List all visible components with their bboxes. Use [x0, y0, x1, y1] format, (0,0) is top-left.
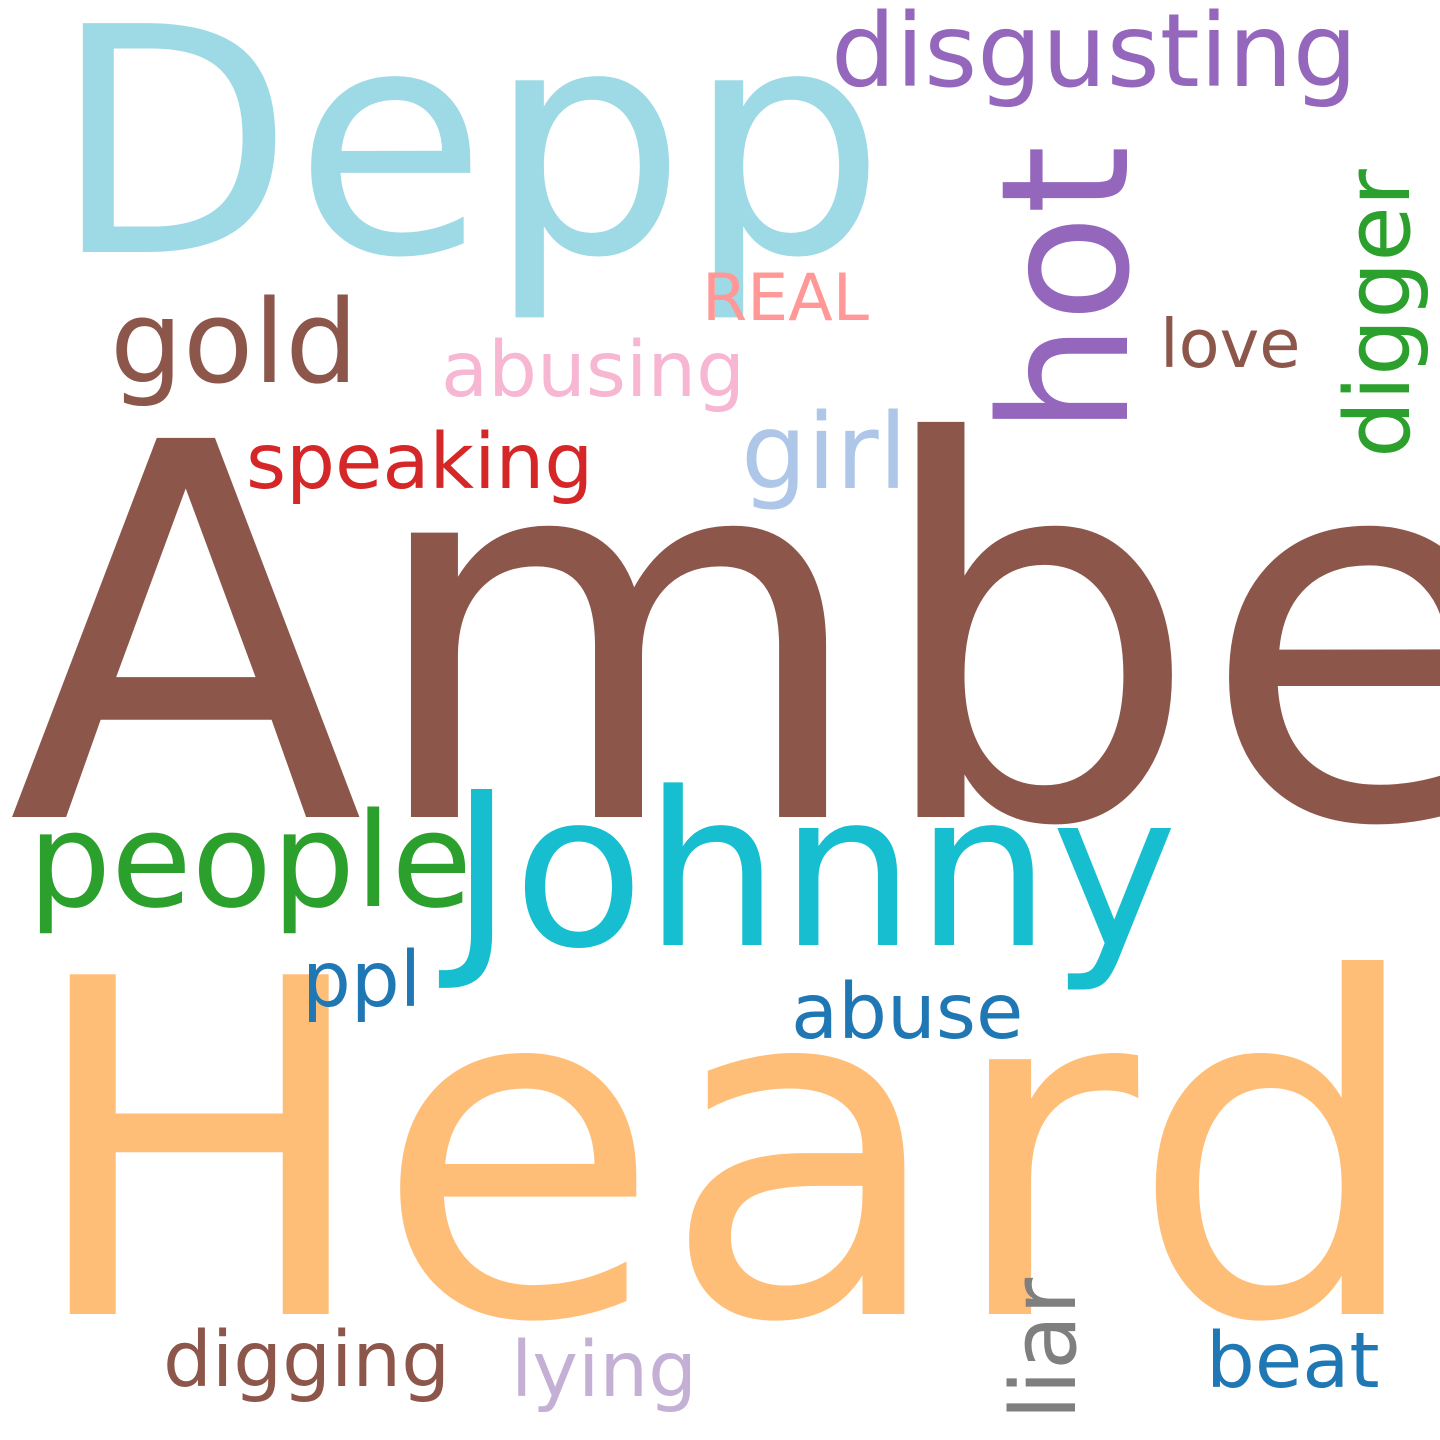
word-real: REAL — [702, 261, 869, 336]
word-beat: beat — [1206, 1317, 1380, 1406]
word-people: people — [28, 784, 473, 937]
word-speaking: speaking — [246, 418, 594, 507]
word-depp: Depp — [52, 0, 886, 327]
word-girl: girl — [741, 391, 908, 513]
word-amber: Amber — [8, 334, 1440, 940]
word-abuse: abuse — [791, 968, 1024, 1057]
word-johnny: Johnny — [450, 747, 1178, 996]
word-hot: hot — [963, 145, 1169, 435]
word-digger: digger — [1326, 169, 1431, 458]
word-ppl: ppl — [302, 936, 422, 1025]
word-disgusting: disgusting — [831, 0, 1358, 111]
word-digging: digging — [163, 1316, 451, 1405]
word-lying: lying — [511, 1326, 698, 1415]
word-gold: gold — [110, 276, 359, 410]
word-love: love — [1160, 305, 1301, 383]
word-abusing: abusing — [441, 326, 746, 415]
word-heard: Heard — [24, 881, 1426, 1424]
word-liar: liar — [992, 1277, 1097, 1420]
